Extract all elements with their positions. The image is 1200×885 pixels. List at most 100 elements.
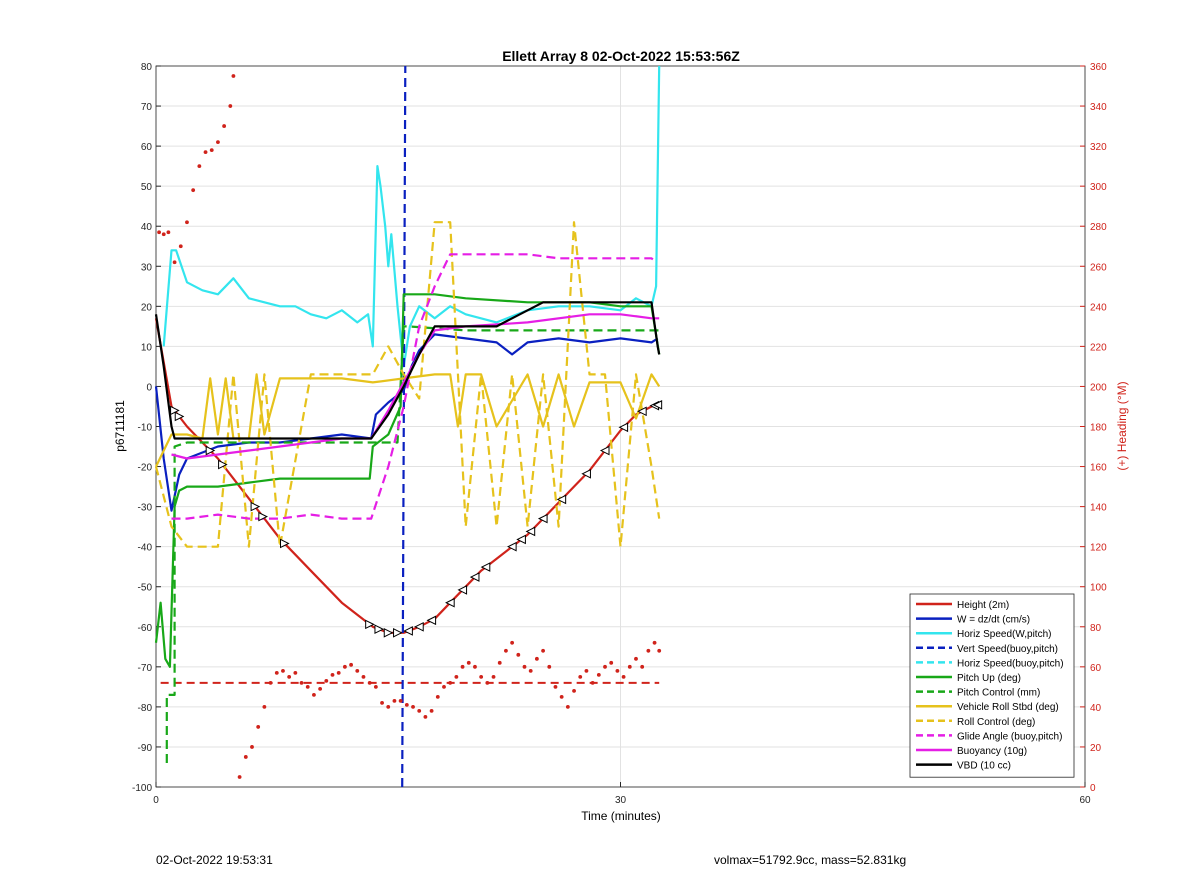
height-marker	[516, 534, 526, 545]
heading-point	[572, 688, 576, 693]
y-right-tick-label: 60	[1090, 663, 1102, 674]
height-marker	[618, 422, 629, 433]
y-right-tick-label: 300	[1090, 182, 1107, 193]
y-tick-label: 70	[141, 102, 153, 113]
height-marker	[525, 526, 536, 537]
height-marker	[537, 513, 548, 524]
series-layer	[154, 65, 662, 788]
heading-point	[299, 680, 304, 685]
legend-label: Horiz Speed(W,pitch)	[957, 629, 1051, 640]
y-tick-label: -70	[138, 663, 153, 674]
heading-point	[603, 664, 607, 669]
height-marker	[174, 411, 185, 422]
heading-point	[466, 660, 471, 665]
y-tick-label: 0	[146, 382, 152, 393]
heading-point	[243, 755, 248, 759]
y-right-tick-label: 120	[1090, 543, 1107, 554]
heading-point	[534, 656, 539, 661]
y-axis-right-label: (+) Heading (°M)	[1115, 381, 1129, 470]
heading-point	[590, 680, 595, 685]
height-marker	[280, 538, 290, 549]
series-line	[401, 65, 407, 788]
legend-label: Glide Angle (buoy,pitch)	[957, 731, 1062, 742]
heading-point	[274, 670, 279, 675]
legend-label: Height (2m)	[957, 600, 1009, 611]
y-tick-label: -80	[138, 703, 153, 714]
heading-point	[380, 700, 384, 705]
heading-point	[417, 708, 422, 713]
height-marker	[414, 621, 424, 632]
heading-point	[268, 680, 273, 685]
legend-label: Vert Speed(buoy,pitch)	[957, 644, 1058, 655]
y-tick-label: 50	[141, 182, 153, 193]
heading-point	[281, 668, 285, 673]
heading-point	[584, 668, 589, 673]
legend-label: VBD (10 cc)	[957, 761, 1011, 772]
y-right-tick-label: 220	[1090, 342, 1107, 353]
heading-point	[522, 664, 527, 669]
y-right-tick-label: 40	[1090, 703, 1102, 714]
series-line	[154, 318, 660, 634]
heading-point	[185, 220, 189, 225]
y-right-tick-label: 260	[1090, 262, 1107, 273]
y-right-tick-label: 140	[1090, 503, 1107, 514]
heading-point	[228, 104, 233, 108]
x-tick-label: 60	[1079, 795, 1091, 806]
heading-point	[460, 664, 465, 669]
y-right-tick-label: 180	[1090, 423, 1107, 434]
heading-point	[336, 670, 341, 675]
y-right-tick-label: 360	[1090, 62, 1107, 73]
heading-point	[553, 684, 558, 689]
series-line	[162, 65, 661, 368]
y-tick-label: -10	[138, 423, 153, 434]
y-tick-label: -30	[138, 503, 153, 514]
height-marker	[445, 597, 455, 608]
legend-label: Vehicle Roll Stbd (deg)	[957, 702, 1059, 713]
y-right-tick-label: 80	[1090, 623, 1102, 634]
footer-volmax-mass: volmax=51792.9cc, mass=52.831kg	[714, 853, 907, 867]
heading-point	[237, 775, 242, 779]
legend-label: Pitch Up (deg)	[957, 673, 1021, 684]
height-marker	[218, 459, 228, 470]
height-marker	[374, 624, 385, 634]
heading-point	[435, 694, 440, 699]
heading-point	[392, 698, 397, 703]
heading-point	[516, 652, 521, 657]
y-right-tick-label: 320	[1090, 142, 1107, 153]
heading-point	[528, 668, 533, 673]
y-right-tick-label: 100	[1090, 583, 1107, 594]
y-tick-label: -60	[138, 623, 153, 634]
height-marker	[457, 585, 468, 595]
y-tick-label: 10	[141, 342, 153, 353]
heading-point	[342, 664, 347, 669]
heading-point	[454, 674, 459, 679]
heading-point	[404, 702, 409, 707]
heading-point	[231, 74, 236, 78]
heading-point	[262, 704, 267, 709]
heading-point	[559, 694, 564, 699]
heading-point	[250, 745, 254, 749]
x-tick-label: 0	[153, 795, 159, 806]
y-right-tick-label: 340	[1090, 102, 1107, 113]
height-marker	[506, 541, 517, 552]
legend-box	[909, 593, 1075, 778]
heading-point	[609, 660, 614, 665]
y-right-tick-label: 200	[1090, 382, 1107, 393]
legend-label: Horiz Speed(buoy,pitch)	[957, 658, 1064, 669]
heading-point	[621, 674, 626, 679]
legend-label: W = dz/dt (cm/s)	[957, 615, 1030, 626]
heading-point	[166, 230, 171, 235]
heading-point	[497, 660, 502, 665]
heading-point	[485, 680, 490, 685]
y-tick-label: -20	[138, 463, 153, 474]
heading-point	[367, 680, 372, 685]
y-tick-label: 30	[141, 262, 153, 273]
y-right-tick-label: 240	[1090, 302, 1107, 313]
heading-point	[473, 664, 477, 669]
heading-point	[373, 684, 378, 689]
heading-point	[615, 668, 620, 673]
y-tick-label: 20	[141, 302, 153, 313]
height-marker	[393, 627, 403, 638]
heading-point	[287, 674, 292, 679]
